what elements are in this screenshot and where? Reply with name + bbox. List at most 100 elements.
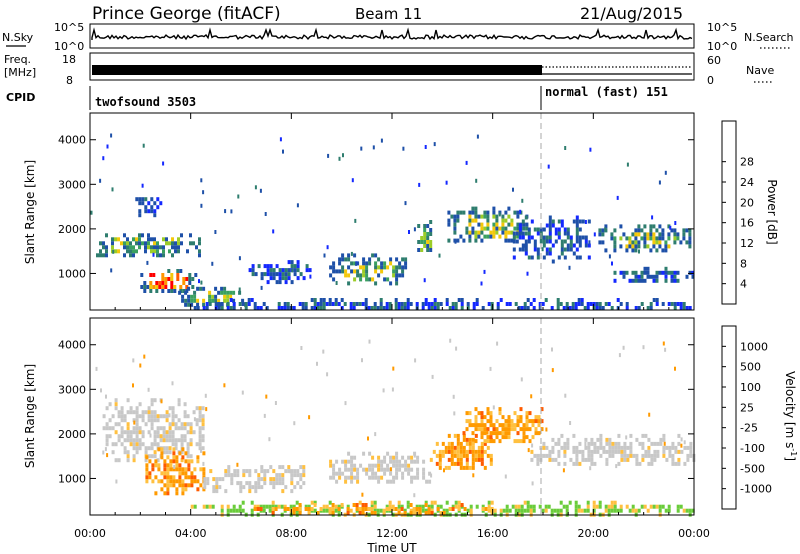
range-cell bbox=[424, 511, 428, 515]
range-cell bbox=[201, 414, 205, 419]
range-cell bbox=[338, 471, 342, 476]
range-cell bbox=[652, 236, 656, 241]
range-cell bbox=[526, 298, 530, 302]
y-tick-label: 3000 bbox=[58, 178, 86, 191]
range-cell bbox=[611, 445, 615, 450]
range-cell bbox=[189, 438, 193, 443]
x-tick-label: 20:00 bbox=[577, 527, 609, 540]
range-cell bbox=[483, 465, 487, 470]
range-cell bbox=[551, 243, 555, 248]
range-cell bbox=[417, 224, 421, 228]
range-cell bbox=[182, 289, 186, 293]
range-cell bbox=[140, 285, 144, 289]
range-cell bbox=[515, 239, 519, 244]
range-cell bbox=[592, 306, 596, 310]
range-cell bbox=[155, 289, 159, 293]
range-cell bbox=[156, 241, 159, 246]
range-cell bbox=[587, 445, 591, 450]
range-cell bbox=[655, 270, 659, 275]
range-cell bbox=[342, 153, 344, 158]
range-cell bbox=[631, 278, 635, 283]
range-cell bbox=[263, 481, 267, 486]
range-cell bbox=[392, 459, 396, 464]
range-cell bbox=[465, 465, 469, 470]
range-cell bbox=[489, 415, 493, 420]
range-cell bbox=[262, 508, 266, 513]
range-cell bbox=[646, 508, 650, 513]
range-cell bbox=[587, 219, 591, 224]
range-cell bbox=[671, 453, 675, 458]
range-cell bbox=[313, 503, 317, 507]
range-cell bbox=[483, 226, 487, 231]
range-cell bbox=[474, 415, 478, 420]
cpid-segment-twofsound: twofsound 3503 bbox=[95, 95, 196, 109]
range-cell bbox=[673, 232, 677, 237]
range-cell bbox=[572, 461, 576, 466]
range-cell bbox=[401, 257, 405, 262]
range-cell bbox=[618, 353, 621, 358]
range-cell bbox=[272, 229, 275, 234]
range-cell bbox=[371, 455, 375, 460]
range-cell bbox=[260, 276, 264, 281]
range-cell bbox=[658, 244, 662, 249]
range-cell bbox=[165, 446, 169, 451]
range-cell bbox=[160, 399, 163, 404]
range-cell bbox=[263, 473, 267, 478]
range-cell bbox=[226, 298, 230, 303]
range-cell bbox=[162, 161, 165, 166]
range-cell bbox=[661, 236, 665, 241]
range-cell bbox=[424, 298, 428, 302]
range-cell bbox=[664, 270, 668, 275]
range-cell bbox=[277, 302, 281, 306]
range-cell bbox=[652, 278, 656, 283]
range-cell bbox=[430, 504, 434, 509]
range-cell bbox=[272, 469, 276, 474]
range-cell bbox=[223, 290, 227, 295]
range-cell bbox=[646, 274, 650, 279]
range-cell bbox=[406, 504, 410, 509]
range-cell bbox=[262, 504, 266, 509]
range-cell bbox=[275, 473, 279, 478]
range-cell bbox=[634, 278, 638, 283]
range-cell bbox=[374, 281, 378, 286]
scatter-region-4 bbox=[248, 260, 312, 285]
range-cell bbox=[172, 479, 176, 484]
range-cell bbox=[507, 214, 511, 219]
range-cell bbox=[456, 218, 460, 223]
range-cell bbox=[447, 441, 451, 446]
range-cell bbox=[388, 306, 392, 310]
range-cell bbox=[622, 274, 626, 279]
range-cell bbox=[457, 298, 461, 302]
range-cell bbox=[183, 402, 187, 407]
range-cell bbox=[676, 504, 680, 509]
range-cell bbox=[135, 249, 138, 254]
range-cell bbox=[147, 241, 150, 246]
range-cell bbox=[676, 508, 680, 513]
range-cell bbox=[674, 449, 678, 454]
range-cell bbox=[562, 468, 565, 473]
range-cell bbox=[514, 504, 518, 509]
range-cell bbox=[100, 388, 102, 393]
scatter-region-0 bbox=[96, 233, 201, 258]
range-cell bbox=[385, 306, 389, 310]
range-cell bbox=[365, 277, 369, 282]
range-cell bbox=[233, 473, 237, 478]
range-cell bbox=[534, 415, 538, 420]
range-cell bbox=[442, 511, 446, 515]
range-cell bbox=[373, 508, 377, 513]
x-tick-label: 00:00 bbox=[74, 527, 106, 540]
y-tick-label: 1000 bbox=[58, 472, 86, 485]
range-cell bbox=[492, 405, 495, 410]
range-cell bbox=[143, 281, 147, 285]
range-cell bbox=[584, 457, 588, 462]
range-cell bbox=[671, 441, 675, 446]
range-cell bbox=[518, 235, 522, 240]
range-cell bbox=[192, 430, 196, 435]
range-cell bbox=[581, 235, 585, 240]
range-cell bbox=[174, 438, 178, 443]
range-cell bbox=[171, 245, 174, 250]
velocity-ylabel: Slant Range [km] bbox=[23, 364, 37, 468]
range-cell bbox=[350, 471, 354, 476]
range-cell bbox=[530, 394, 533, 399]
range-cell bbox=[223, 286, 227, 291]
